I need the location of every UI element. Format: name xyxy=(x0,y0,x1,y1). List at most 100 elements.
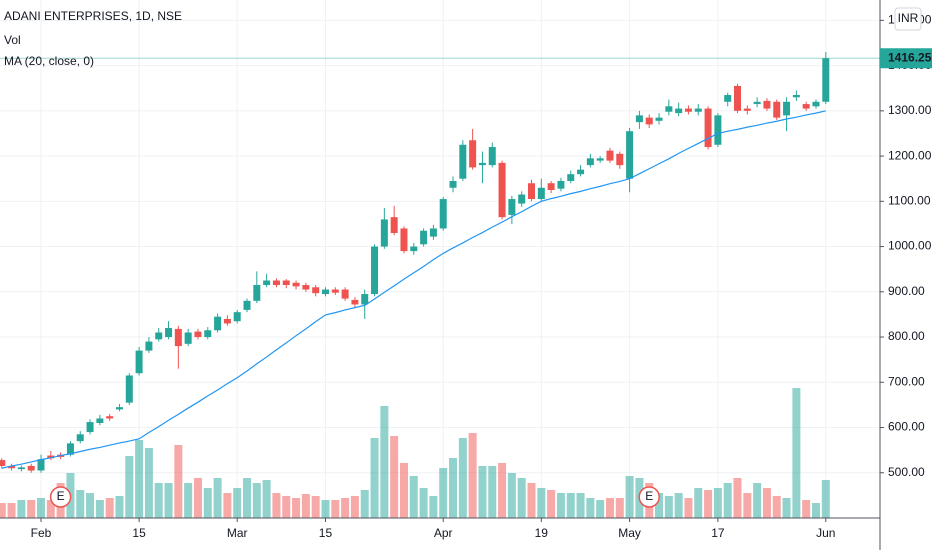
candle-body xyxy=(410,246,418,252)
candle-body xyxy=(233,312,241,322)
candle-body xyxy=(420,230,428,245)
volume-bar xyxy=(233,488,242,518)
volume-bar xyxy=(341,498,350,518)
candle-body xyxy=(184,332,192,344)
volume-bar xyxy=(772,496,781,518)
candle-body xyxy=(488,147,496,166)
volume-bar xyxy=(184,483,193,518)
candle-body xyxy=(429,228,437,237)
volume-bar xyxy=(321,500,330,518)
volume-bar xyxy=(7,503,16,518)
candle-body xyxy=(645,117,653,125)
candle-body xyxy=(783,101,791,116)
volume-bar xyxy=(517,478,526,518)
volume-bar xyxy=(311,496,320,518)
volume-bar xyxy=(213,478,222,518)
candle-body xyxy=(302,285,310,290)
volume-bar xyxy=(664,496,673,518)
volume-bar xyxy=(478,466,487,518)
volume-bar xyxy=(164,483,173,518)
candle-body xyxy=(8,465,16,469)
candle-body xyxy=(106,416,114,419)
volume-bar xyxy=(811,503,820,518)
volume-bar xyxy=(223,493,232,518)
currency-label[interactable]: INR xyxy=(898,11,919,25)
volume-bar xyxy=(331,500,340,518)
candle-body xyxy=(596,158,604,161)
x-tick-label: Apr xyxy=(434,526,453,540)
candle-body xyxy=(616,153,624,166)
candle-body xyxy=(312,287,320,294)
volume-bar xyxy=(76,490,85,518)
event-label: E xyxy=(57,489,65,503)
candle-body xyxy=(655,117,663,121)
volume-bar xyxy=(468,433,477,518)
candle-body xyxy=(86,422,94,433)
volume-bar xyxy=(360,490,369,518)
candle-body xyxy=(351,299,359,305)
volume-bar xyxy=(488,466,497,518)
volume-bar xyxy=(105,498,114,518)
volume-bar xyxy=(704,490,713,518)
volume-bar xyxy=(753,483,762,518)
volume-legend: Vol xyxy=(4,33,21,47)
candle-body xyxy=(508,199,516,215)
y-tick-label: 800.00 xyxy=(888,329,925,343)
candle-body xyxy=(321,289,329,295)
volume-bar xyxy=(762,488,771,518)
volume-bar xyxy=(27,500,36,518)
x-tick-label: 17 xyxy=(711,526,725,540)
volume-bar xyxy=(154,483,163,518)
candle-body xyxy=(439,199,447,229)
y-tick-label: 600.00 xyxy=(888,420,925,434)
candle-body xyxy=(361,294,369,305)
ma-line xyxy=(1,110,826,469)
last-price-label: 1416.25 xyxy=(888,50,932,64)
event-marker xyxy=(638,486,660,508)
y-tick-label: 1300.00 xyxy=(888,103,932,117)
volume-bar xyxy=(144,448,153,518)
candle-body xyxy=(17,467,25,470)
candle-body xyxy=(27,465,35,471)
y-tick-label: 1000.00 xyxy=(888,239,932,253)
x-tick-label: May xyxy=(618,526,641,540)
candle-body xyxy=(96,418,104,423)
candle-body xyxy=(194,331,202,338)
candle-body xyxy=(292,282,300,287)
volume-bar xyxy=(576,493,585,518)
candle-body xyxy=(734,85,742,111)
candle-body xyxy=(694,108,702,112)
candle-body xyxy=(125,375,133,403)
volume-bar xyxy=(380,406,389,518)
currency-button xyxy=(894,7,922,31)
candle-body xyxy=(380,219,388,247)
volume-bar xyxy=(193,478,202,518)
volume-pane xyxy=(0,388,830,518)
grid xyxy=(0,0,880,518)
volume-bar xyxy=(674,493,683,518)
volume-bar xyxy=(46,500,55,518)
volume-bar xyxy=(37,498,45,518)
volume-bar xyxy=(605,498,614,518)
candle-body xyxy=(547,183,555,191)
volume-bar xyxy=(0,503,6,518)
candle-body xyxy=(115,407,123,410)
y-tick-label: 500.00 xyxy=(888,465,925,479)
volume-bar xyxy=(743,493,752,518)
candle-body xyxy=(498,162,506,218)
candle-body xyxy=(145,341,153,351)
event-label: E xyxy=(645,489,653,503)
candle-body xyxy=(763,100,771,109)
candle-body xyxy=(263,280,271,286)
volume-bar xyxy=(498,463,507,518)
candle-body xyxy=(165,327,173,338)
candle-body xyxy=(773,101,781,118)
volume-bar xyxy=(802,500,811,518)
candle-body xyxy=(400,228,408,252)
candle-body xyxy=(812,101,820,107)
x-tick-label: 15 xyxy=(132,526,146,540)
candle-body xyxy=(469,140,477,168)
candle-body xyxy=(331,289,339,293)
